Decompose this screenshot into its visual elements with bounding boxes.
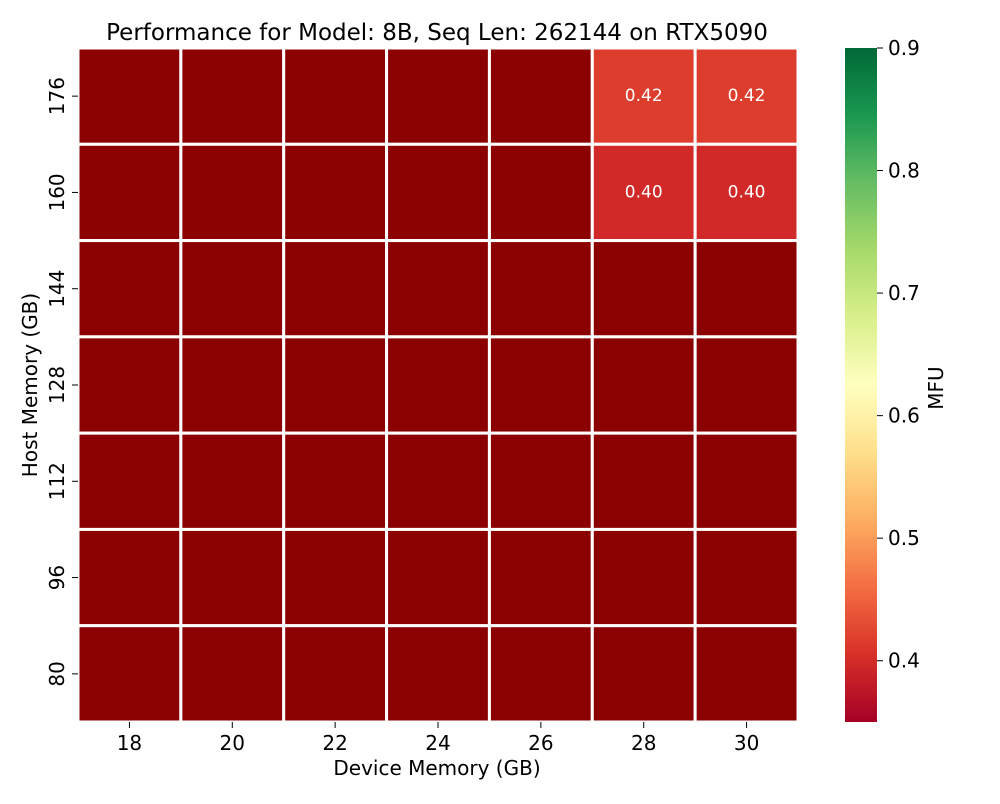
x-tick-label: 30 [734, 731, 759, 755]
heatmap-cell [282, 335, 389, 435]
heatmap-cell [179, 239, 286, 339]
y-tick-labels: 176 160 144 128 112 96 80 [45, 77, 78, 687]
heatmap-cell [487, 142, 594, 243]
heatmap-cell [487, 527, 594, 628]
y-tick-label: 144 [45, 270, 69, 308]
cell-value-label: 0.42 [728, 86, 766, 106]
heatmap-cell [282, 527, 389, 628]
heatmap-cell [385, 431, 491, 531]
heatmap-cell [487, 431, 594, 531]
heatmap-cell [693, 335, 800, 435]
heatmap-cell [385, 335, 491, 435]
heatmap-cell [179, 46, 286, 146]
heatmap-cell [693, 624, 800, 724]
x-tick-label: 26 [528, 731, 553, 755]
colorbar-tick-label: 0.9 [888, 36, 920, 60]
heatmap-cell [76, 335, 183, 435]
heatmap-cell [179, 431, 286, 531]
y-tick-label: 96 [45, 565, 69, 590]
heatmap-cell [385, 142, 491, 243]
y-tick-label: 160 [45, 173, 69, 211]
colorbar-label: MFU [924, 366, 948, 409]
x-tick-label: 28 [631, 731, 656, 755]
heatmap-cell [590, 46, 697, 146]
heatmap-cell [590, 624, 697, 724]
cell-value-label: 0.40 [625, 182, 663, 202]
colorbar-ticks: 0.4 0.5 0.6 0.7 0.8 0.9 [877, 36, 920, 673]
heatmap-cell [693, 142, 800, 243]
heatmap-cell [76, 527, 183, 628]
y-tick-label: 80 [45, 661, 69, 686]
colorbar-tick-label: 0.8 [888, 159, 920, 183]
x-axis-label: Device Memory (GB) [333, 756, 540, 780]
heatmap-cell [590, 431, 697, 531]
heatmap-cell [487, 624, 594, 724]
heatmap-cell [179, 624, 286, 724]
cell-value-label: 0.42 [625, 86, 663, 106]
heatmap-cell [282, 142, 389, 243]
heatmap-cell [693, 239, 800, 339]
heatmap-cell [282, 431, 389, 531]
colorbar-tick-label: 0.7 [888, 281, 920, 305]
heatmap-cell [693, 431, 800, 531]
y-axis-label: Host Memory (GB) [18, 293, 42, 477]
x-tick-label: 18 [117, 731, 142, 755]
heatmap-cell [76, 142, 183, 243]
heatmap-cell [282, 46, 389, 146]
heatmap-cell [76, 431, 183, 531]
heatmap-cell [179, 142, 286, 243]
heatmap-cell [179, 527, 286, 628]
heatmap-cell [385, 46, 491, 146]
heatmap-cell [179, 335, 286, 435]
heatmap-cell [76, 239, 183, 339]
heatmap-cell [385, 239, 491, 339]
heatmap-cell [693, 527, 800, 628]
cell-value-label: 0.40 [728, 182, 766, 202]
heatmap-cell [282, 624, 389, 724]
y-tick-label: 128 [45, 366, 69, 404]
heatmap-cell [693, 46, 800, 146]
heatmap-cell [76, 624, 183, 724]
colorbar-tick-label: 0.4 [888, 649, 920, 673]
y-tick-label: 112 [45, 462, 69, 500]
heatmap-cell [590, 335, 697, 435]
heatmap-cell [590, 527, 697, 628]
cell-labels: 0.42 0.42 0.40 0.40 [625, 86, 766, 202]
heatmap-cell [385, 624, 491, 724]
heatmap-cell [487, 239, 594, 339]
heatmap-cell [385, 527, 491, 628]
heatmap-cell [76, 46, 183, 146]
heatmap-cell [487, 335, 594, 435]
x-tick-label: 20 [220, 731, 245, 755]
heatmap-cell [487, 46, 594, 146]
y-tick-label: 176 [45, 77, 69, 115]
heatmap-cells [76, 46, 800, 724]
x-tick-labels: 18 20 22 24 26 28 30 [117, 722, 759, 755]
chart-title: Performance for Model: 8B, Seq Len: 2621… [106, 20, 768, 46]
colorbar-tick-label: 0.5 [888, 526, 920, 550]
colorbar-tick-label: 0.6 [888, 404, 920, 428]
heatmap-cell [282, 239, 389, 339]
colorbar [845, 48, 877, 722]
x-tick-label: 22 [322, 731, 347, 755]
heatmap-cell [590, 239, 697, 339]
x-tick-label: 24 [425, 731, 450, 755]
